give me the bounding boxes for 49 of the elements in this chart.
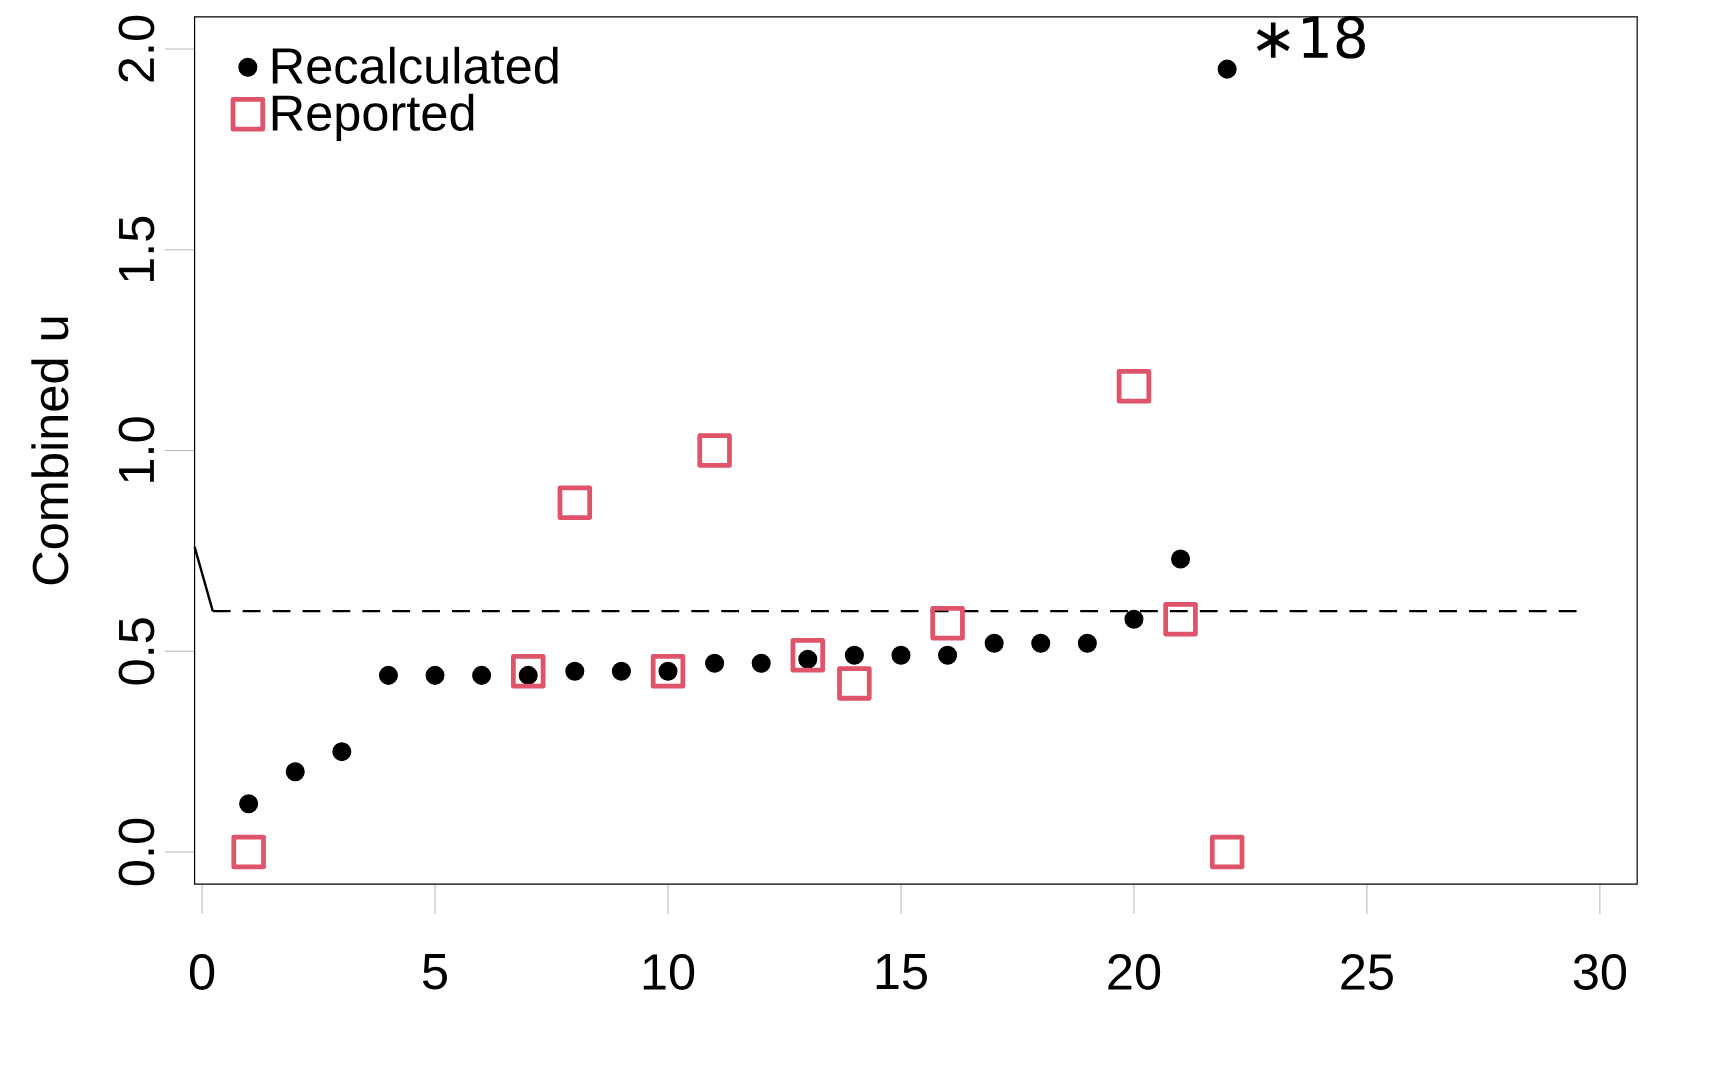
point: [1217, 59, 1237, 79]
point: [705, 653, 725, 673]
point: [891, 645, 911, 665]
annotation: ∗18: [1256, 15, 1365, 59]
point: [332, 742, 352, 762]
point: [611, 661, 631, 681]
y-tick-label: 0.0: [118, 818, 155, 886]
point: [697, 433, 732, 468]
y-tick-label: 0.5: [118, 618, 155, 685]
point: [1031, 633, 1051, 653]
point: [1209, 834, 1245, 870]
point: [837, 666, 872, 701]
point: [790, 637, 826, 673]
y-tick-label: 2.0: [118, 15, 155, 82]
x-tick-label: 25: [1341, 953, 1393, 990]
point: [285, 762, 305, 782]
point: [472, 665, 492, 685]
y-tick-label: 1.5: [119, 216, 155, 281]
point: [518, 665, 538, 685]
x-tick-label: 5: [422, 953, 447, 990]
x-tick-label: 0: [189, 953, 215, 990]
y-tick-label: 1.0: [118, 417, 155, 482]
point: [510, 653, 546, 689]
point: [938, 645, 958, 665]
legend-label: Reported: [272, 93, 474, 141]
point: [930, 605, 965, 641]
point: [1163, 601, 1198, 637]
point: [565, 661, 585, 681]
point: [1124, 609, 1144, 629]
point: [239, 794, 259, 814]
point: [798, 649, 818, 669]
point: [231, 834, 266, 870]
legend-label: Recalculated: [272, 46, 558, 84]
point: [658, 661, 678, 681]
x-tick-label: 15: [876, 953, 927, 990]
point: [844, 645, 864, 665]
point: [650, 653, 686, 689]
point: [751, 653, 771, 673]
point: [557, 485, 593, 520]
point: [984, 633, 1004, 653]
point: [1171, 549, 1191, 569]
point: [1116, 368, 1152, 404]
x-tick-label: 10: [643, 953, 695, 990]
y-axis-title: Combined u: [31, 317, 69, 585]
point: [425, 665, 445, 685]
x-tick-label: 20: [1108, 953, 1161, 990]
point: [1077, 633, 1097, 653]
x-tick-label: 30: [1573, 953, 1627, 990]
point: [378, 665, 398, 685]
